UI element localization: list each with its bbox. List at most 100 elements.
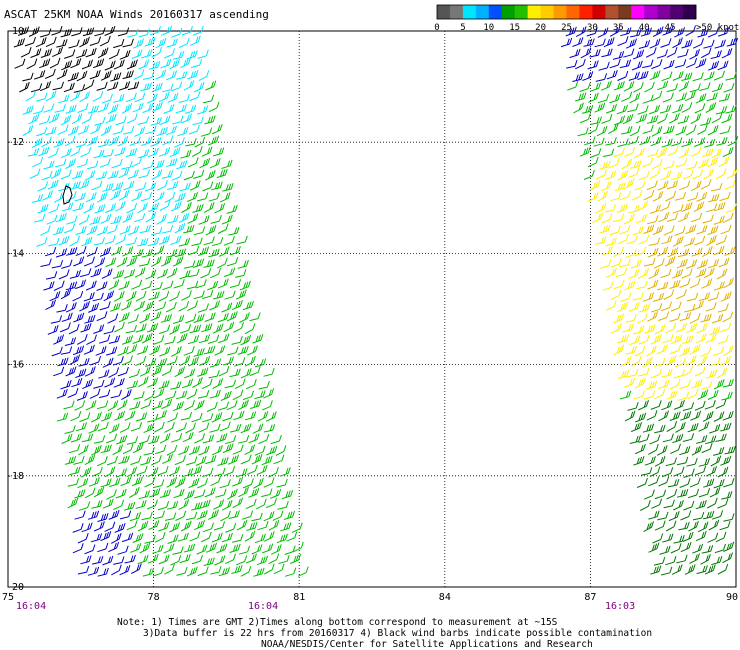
wind-barb	[281, 489, 294, 500]
wind-barb	[150, 117, 162, 126]
wind-barb	[113, 290, 125, 302]
wind-barb	[254, 533, 266, 544]
wind-barb	[188, 124, 200, 135]
wind-barb	[721, 48, 733, 59]
wind-barb	[665, 190, 677, 202]
wind-barb	[137, 237, 149, 247]
wind-barb	[76, 48, 88, 59]
wind-barb	[131, 156, 143, 168]
color-scale-tick-label: 25	[561, 23, 572, 33]
wind-barb	[163, 543, 175, 554]
wind-barb	[704, 400, 716, 410]
color-scale-block	[540, 5, 554, 19]
wind-barb	[581, 105, 594, 114]
wind-barb	[610, 289, 622, 301]
wind-barb	[126, 202, 138, 214]
wind-barb	[121, 103, 133, 114]
wind-barb	[696, 191, 708, 202]
wind-barb	[683, 500, 695, 511]
wind-barb	[151, 281, 163, 291]
wind-barb	[640, 500, 651, 511]
wind-barb	[73, 256, 85, 267]
wind-barb	[108, 423, 120, 434]
wind-barb	[67, 125, 79, 136]
time-label: 16:04	[16, 601, 46, 612]
wind-barb	[151, 400, 164, 410]
wind-barb	[679, 312, 692, 322]
wind-barb	[648, 443, 659, 455]
wind-barb	[662, 467, 674, 478]
wind-barb	[123, 269, 136, 279]
wind-barb	[211, 123, 223, 135]
wind-barb	[72, 290, 84, 302]
wind-barb	[705, 369, 718, 379]
time-labels: 16:04 16:04 16:03	[16, 601, 635, 612]
wind-barb	[648, 542, 660, 553]
wind-barb	[155, 357, 168, 368]
wind-barb	[595, 203, 607, 214]
wind-barb	[83, 344, 95, 355]
wind-barb	[81, 59, 93, 70]
wind-barb	[115, 116, 127, 126]
wind-barb	[228, 510, 240, 519]
wind-barb	[723, 277, 734, 289]
wind-barb	[643, 390, 656, 400]
wind-barb	[40, 225, 51, 236]
wind-barb	[96, 281, 108, 291]
wind-barb	[714, 39, 726, 49]
wind-barb	[649, 38, 661, 49]
wind-barb	[596, 125, 608, 137]
wind-barb	[164, 191, 176, 203]
wind-barb	[605, 237, 617, 247]
wind-barb	[176, 333, 188, 344]
wind-map: -10-12-14-16-18-20 75 78 81 84 87 90 16:04 16:…	[2, 25, 739, 612]
wind-barb	[226, 400, 238, 411]
wind-barb	[636, 313, 648, 324]
wind-barb	[224, 290, 236, 300]
wind-barb	[276, 533, 288, 544]
wind-barb	[93, 324, 105, 334]
wind-barb	[263, 477, 275, 488]
wind-barb	[161, 398, 173, 410]
wind-barb	[138, 149, 150, 159]
wind-barb	[586, 27, 598, 37]
wind-barb	[159, 200, 171, 211]
wind-barb	[89, 69, 101, 80]
wind-barb	[638, 367, 650, 377]
wind-barb	[197, 478, 208, 489]
wind-barb	[58, 269, 70, 280]
wind-barb	[234, 269, 247, 278]
wind-barb	[144, 390, 155, 401]
color-scale-tick-label: 10	[483, 23, 494, 33]
wind-barb	[658, 410, 669, 422]
wind-barb	[249, 312, 261, 322]
wind-barb	[118, 167, 130, 179]
wind-barb	[66, 215, 78, 225]
wind-barb	[40, 48, 52, 58]
wind-barb	[138, 59, 150, 70]
wind-barb	[119, 225, 131, 235]
wind-barb	[134, 300, 145, 311]
wind-barb	[81, 433, 94, 443]
wind-barb	[713, 478, 725, 489]
wind-barb	[660, 301, 672, 312]
wind-barb	[615, 268, 628, 278]
wind-barb	[221, 302, 233, 313]
wind-barb	[204, 170, 216, 181]
wind-barb	[620, 292, 632, 302]
wind-barb	[80, 147, 92, 158]
wind-barb	[184, 400, 195, 411]
wind-barb	[273, 454, 285, 465]
longitude-label: 75	[2, 592, 14, 603]
wind-barb	[120, 476, 132, 487]
wind-barb	[579, 82, 591, 92]
wind-barb	[624, 410, 636, 422]
wind-barb	[209, 389, 221, 399]
wind-barb	[84, 454, 96, 466]
wind-barb	[681, 268, 693, 279]
wind-barb	[100, 531, 112, 542]
wind-barb	[50, 315, 63, 324]
wind-barb	[139, 366, 151, 377]
wind-barb	[104, 235, 116, 245]
wind-barb	[148, 61, 161, 70]
